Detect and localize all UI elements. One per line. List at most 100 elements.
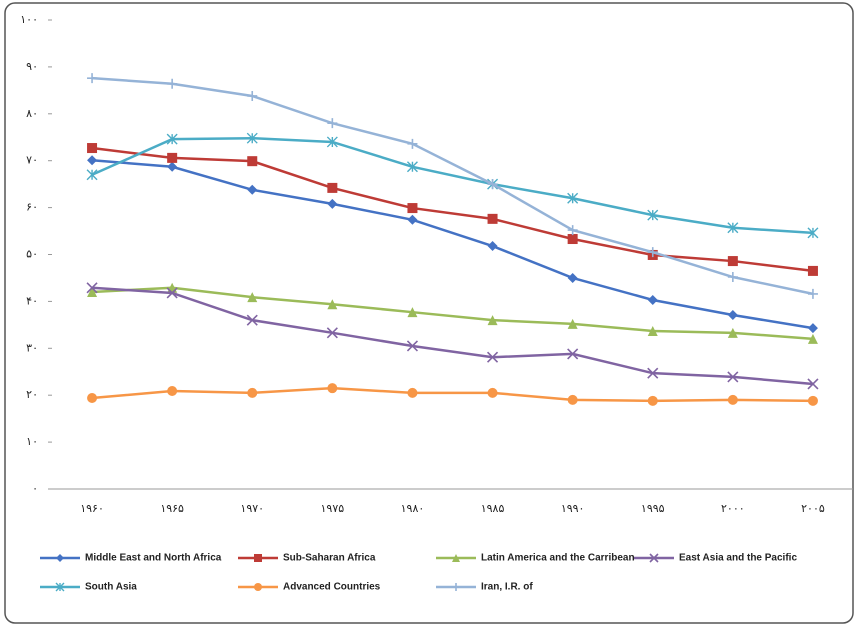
- marker: [327, 299, 338, 310]
- marker: [407, 307, 418, 318]
- marker: [567, 225, 578, 236]
- marker: [487, 213, 498, 224]
- marker: [727, 222, 739, 234]
- marker: [727, 272, 738, 283]
- marker: [167, 161, 178, 172]
- marker: [727, 310, 738, 321]
- marker: [86, 169, 98, 181]
- y-tick-label: ۲۰: [26, 388, 38, 401]
- marker: [406, 161, 418, 173]
- marker: [807, 288, 818, 299]
- marker: [87, 287, 98, 298]
- x-tick-label: ۲۰۰۵: [801, 502, 825, 515]
- marker: [647, 395, 658, 406]
- marker: [87, 73, 98, 84]
- series-line: [91, 286, 814, 341]
- marker: [247, 184, 258, 195]
- legend-label: Sub-Saharan Africa: [283, 553, 376, 564]
- marker: [487, 241, 498, 252]
- y-tick-label: ۳۰: [26, 341, 38, 354]
- marker: [807, 395, 818, 406]
- marker: [567, 192, 579, 204]
- marker: [567, 234, 578, 245]
- marker: [407, 387, 418, 398]
- y-tick-label: ۱۰۰: [20, 13, 38, 26]
- series-line: [91, 136, 814, 235]
- series-line: [91, 158, 814, 330]
- legend-label: Iran, I.R. of: [481, 582, 533, 593]
- x-tick-label: ۱۹۷۵: [321, 502, 345, 515]
- y-tick-label: ۰: [32, 482, 38, 495]
- y-tick-label: ۷۰: [26, 154, 38, 167]
- x-tick-label: ۲۰۰۰: [721, 502, 745, 515]
- legend-marker: [254, 583, 262, 591]
- marker: [167, 78, 178, 89]
- x-tick-label: ۱۹۶۰: [80, 502, 104, 515]
- marker: [486, 351, 499, 363]
- marker: [327, 118, 338, 129]
- marker: [246, 132, 258, 144]
- x-tick-label: ۱۹۸۵: [481, 502, 505, 515]
- marker: [487, 179, 498, 190]
- marker: [807, 323, 818, 334]
- marker: [647, 367, 659, 379]
- marker: [86, 282, 98, 294]
- marker: [327, 383, 338, 394]
- marker: [647, 247, 658, 258]
- y-tick-label: ۹۰: [26, 60, 38, 73]
- legend-marker: [452, 583, 460, 591]
- marker: [647, 294, 658, 305]
- marker: [166, 133, 178, 145]
- marker: [727, 327, 738, 338]
- marker: [326, 327, 338, 339]
- y-tick-label: ۸۰: [26, 107, 38, 120]
- marker: [567, 318, 578, 329]
- series-line: [91, 146, 814, 273]
- marker: [807, 333, 818, 344]
- marker: [167, 152, 178, 163]
- marker: [407, 214, 418, 225]
- x-tick-label: ۱۹۸۰: [401, 502, 425, 515]
- legend-label: South Asia: [85, 582, 137, 593]
- marker: [247, 156, 258, 167]
- marker: [87, 393, 98, 404]
- marker: [807, 227, 819, 239]
- y-tick-label: ۶۰: [26, 201, 38, 214]
- marker: [647, 209, 659, 221]
- marker: [727, 394, 738, 405]
- x-tick-label: ۱۹۹۵: [641, 502, 665, 515]
- marker: [567, 394, 578, 405]
- marker: [727, 371, 739, 383]
- marker: [807, 378, 819, 390]
- marker: [567, 272, 578, 283]
- x-tick-label: ۱۹۹۰: [561, 502, 585, 515]
- series-line: [91, 386, 813, 403]
- marker: [167, 385, 178, 396]
- legend-marker: [254, 554, 262, 562]
- legend-marker: [452, 554, 460, 562]
- marker: [407, 203, 418, 214]
- marker: [327, 198, 338, 209]
- marker: [647, 325, 658, 336]
- legend-marker: [56, 554, 64, 562]
- x-tick-label: ۱۹۶۵: [160, 502, 184, 515]
- legend-marker: [649, 553, 659, 563]
- marker: [87, 143, 98, 154]
- marker: [807, 265, 818, 276]
- marker: [727, 256, 738, 267]
- y-tick-label: ۴۰: [26, 294, 38, 307]
- marker: [326, 136, 338, 148]
- legend-label: East Asia and the Pacific: [679, 553, 797, 564]
- marker: [487, 387, 498, 398]
- marker: [567, 348, 579, 360]
- legend-marker: [55, 582, 65, 592]
- marker: [247, 387, 258, 398]
- legend-label: Advanced Countries: [283, 582, 381, 593]
- marker: [406, 340, 419, 352]
- marker: [246, 314, 258, 326]
- marker: [247, 90, 258, 101]
- marker: [487, 315, 498, 326]
- x-tick-label: ۱۹۷۰: [240, 502, 264, 515]
- y-tick-label: ۱۰: [26, 435, 38, 448]
